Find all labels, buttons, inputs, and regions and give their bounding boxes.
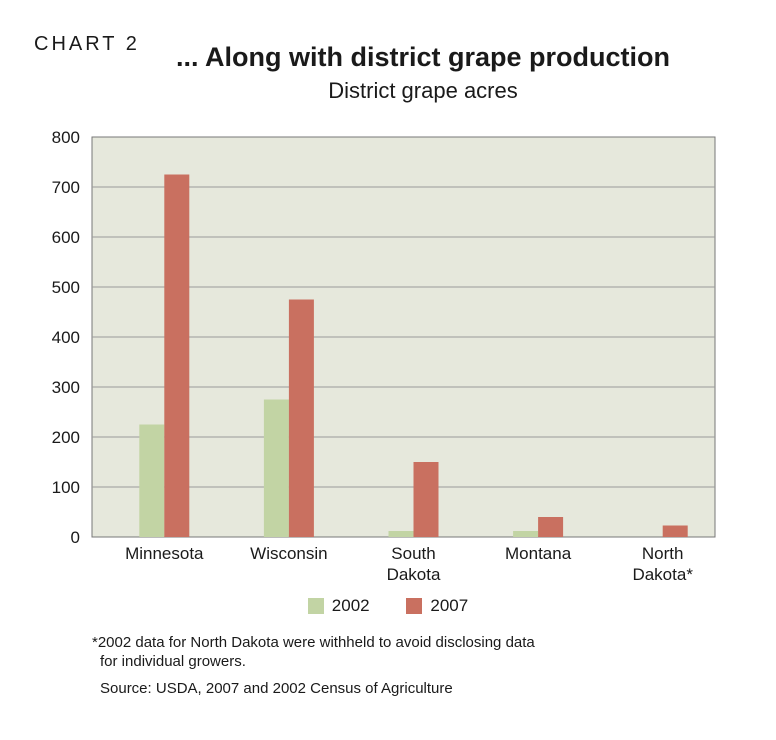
bar-2007-northdakota [662, 525, 688, 537]
legend-swatch-2002 [307, 598, 324, 614]
source-note: Source: USDA, 2007 and 2002 Census of Ag… [100, 680, 453, 697]
chart-title: ... Along with district grape production [176, 42, 670, 72]
legend-swatch-2007 [406, 598, 423, 614]
chart-subtitle: District grape acres [328, 78, 518, 103]
y-tick-label-500: 500 [52, 278, 80, 297]
legend-item-2007: 2007 [406, 596, 468, 616]
bar-2002-wisconsin [263, 399, 289, 537]
x-tick-label-northdakota-0: North [642, 544, 684, 563]
legend-label-2002: 2002 [331, 596, 370, 615]
y-tick-label-700: 700 [52, 178, 80, 197]
bar-2002-minnesota [139, 424, 165, 537]
bar-2002-montana [513, 531, 539, 537]
x-tick-label-northdakota-1: Dakota* [632, 565, 693, 584]
x-tick-label-minnesota-0: Minnesota [125, 544, 204, 563]
bar-2002-southdakota [388, 531, 414, 537]
y-tick-label-200: 200 [52, 428, 80, 447]
y-tick-label-600: 600 [52, 228, 80, 247]
y-tick-label-300: 300 [52, 378, 80, 397]
x-tick-label-montana-0: Montana [505, 544, 572, 563]
x-tick-label-southdakota-0: South [391, 544, 435, 563]
legend-item-2002: 2002 [307, 596, 370, 616]
chart-number-label: CHART 2 [34, 33, 140, 55]
x-tick-label-southdakota-1: Dakota [387, 565, 441, 584]
bar-2007-minnesota [164, 174, 190, 537]
bar-2007-wisconsin [288, 299, 314, 537]
x-tick-label-wisconsin-0: Wisconsin [250, 544, 327, 563]
footnote: *2002 data for North Dakota were withhel… [92, 633, 612, 671]
bar-2007-montana [538, 517, 564, 537]
y-tick-label-100: 100 [52, 478, 80, 497]
footnote-line-2: for individual growers. [100, 653, 246, 670]
bar-2007-southdakota [413, 462, 439, 537]
footnote-line-1: *2002 data for North Dakota were withhel… [92, 634, 535, 651]
y-tick-label-400: 400 [52, 328, 80, 347]
y-tick-label-800: 800 [52, 128, 80, 147]
legend-label-2007: 2007 [430, 596, 469, 615]
y-tick-label-0: 0 [71, 528, 80, 547]
legend: 2002 2007 [0, 596, 776, 619]
